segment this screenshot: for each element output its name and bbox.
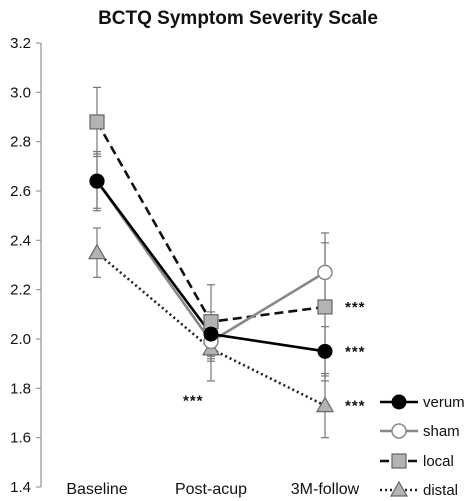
y-tick-label: 2.2: [10, 282, 31, 299]
y-tick-label: 1.8: [10, 380, 31, 397]
data-point-verum: [203, 326, 219, 342]
chart-title: BCTQ Symptom Severity Scale: [98, 8, 378, 29]
data-point-sham: [317, 264, 333, 281]
y-tick-label: 3.2: [10, 35, 31, 52]
legend-label-distal: distal: [423, 482, 458, 499]
legend-label-verum: verum: [423, 394, 465, 411]
legend-label-sham: sham: [423, 423, 460, 440]
data-point-distal: [315, 396, 335, 413]
y-tick-label: 2.0: [10, 331, 31, 348]
legend-marker-distal: [389, 480, 409, 497]
legend-marker-verum: [391, 394, 407, 410]
significance-marker: ***: [345, 299, 366, 316]
y-tick-label: 2.8: [10, 134, 31, 151]
data-point-distal: [87, 243, 107, 260]
x-category-label: Post-acup: [175, 481, 247, 498]
significance-marker: ***: [345, 343, 366, 360]
y-tick-label: 3.0: [10, 84, 31, 101]
x-category-label: 3M-follow: [291, 481, 360, 498]
legend: verum sham local distal: [380, 394, 465, 499]
data-point-local: [317, 299, 333, 315]
legend-marker-sham: [391, 423, 407, 439]
data-point-local: [89, 114, 105, 130]
y-tick-label: 1.4: [10, 479, 31, 496]
y-tick-label: 2.4: [10, 232, 31, 249]
significance-marker: ***: [183, 393, 204, 410]
significance-marker: ***: [345, 398, 366, 415]
y-tick-label: 2.6: [10, 183, 31, 200]
data-point-verum: [317, 343, 333, 359]
data-point-verum: [89, 173, 105, 189]
x-category-label: Baseline: [66, 481, 127, 498]
legend-marker-local: [391, 453, 407, 469]
y-tick-label: 1.6: [10, 430, 31, 447]
legend-label-local: local: [423, 453, 454, 470]
